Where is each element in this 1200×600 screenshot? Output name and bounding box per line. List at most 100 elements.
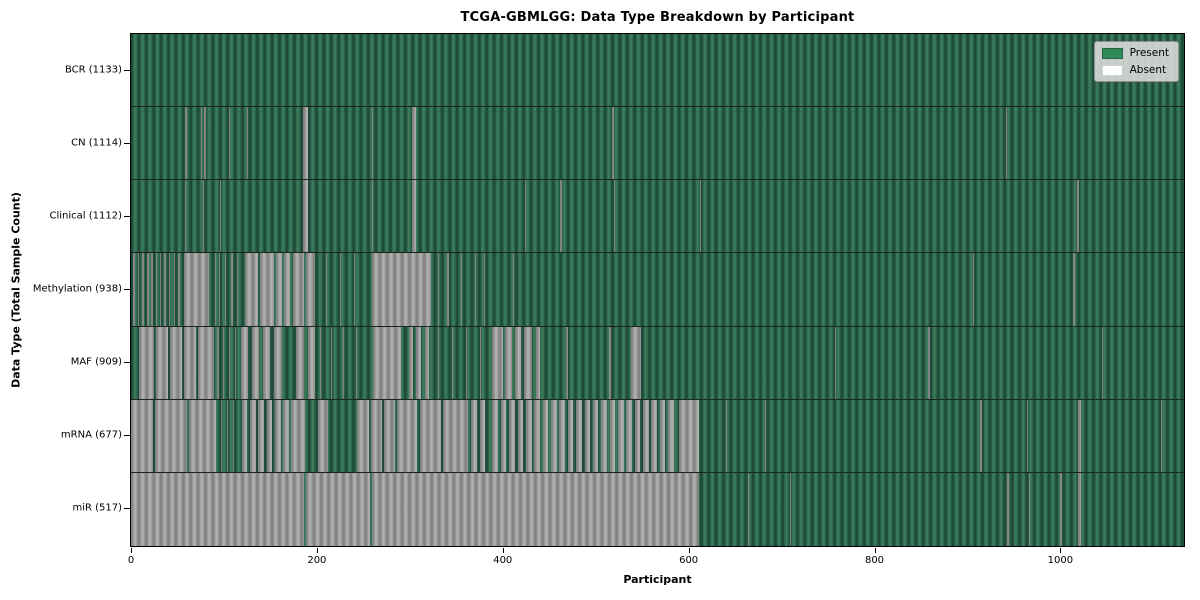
absent-segment <box>275 253 282 326</box>
absent-segment <box>437 253 439 326</box>
absent-segment <box>609 399 616 472</box>
chart-title: TCGA-GBMLGG: Data Type Breakdown by Part… <box>460 10 855 25</box>
x-tick-mark <box>874 548 876 553</box>
absent-segment <box>183 253 210 326</box>
absent-segment <box>491 326 503 399</box>
absent-segment <box>169 253 171 326</box>
y-tick-mark <box>124 69 130 71</box>
absent-segment <box>326 253 328 326</box>
absent-segment <box>330 326 332 399</box>
absent-segment <box>514 326 522 399</box>
x-tick-mark <box>688 548 690 553</box>
absent-segment <box>504 326 513 399</box>
absent-segment <box>292 253 304 326</box>
absent-segment <box>443 399 469 472</box>
legend-item-present: Present <box>1101 47 1169 59</box>
absent-segment <box>659 399 666 472</box>
absent-segment <box>679 399 699 472</box>
absent-segment <box>411 107 417 180</box>
absent-segment <box>249 399 256 472</box>
absent-segment <box>479 326 481 399</box>
y-tick-mark <box>124 508 130 510</box>
absent-segment <box>245 253 259 326</box>
absent-segment <box>156 253 158 326</box>
absent-segment <box>725 399 727 472</box>
absent-segment <box>258 399 264 472</box>
absent-segment <box>296 326 304 399</box>
absent-segment <box>560 180 562 253</box>
absent-segment <box>236 253 239 326</box>
absent-segment <box>491 399 499 472</box>
legend-item-absent: Absent <box>1101 64 1169 76</box>
absent-segment <box>371 472 699 546</box>
absent-segment <box>221 399 223 472</box>
absent-segment <box>370 399 382 472</box>
x-tick-label-0: 0 <box>127 555 135 566</box>
row-Clinical <box>131 180 1184 254</box>
absent-segment <box>302 107 308 180</box>
x-tick-label-1000: 1000 <box>1047 555 1074 566</box>
absent-segment <box>235 326 237 399</box>
legend-swatch-absent-icon <box>1101 64 1123 76</box>
absent-segment <box>317 399 329 472</box>
absent-segment <box>592 399 599 472</box>
absent-segment <box>608 326 611 399</box>
absent-segment <box>219 253 221 326</box>
absent-segment <box>446 253 449 326</box>
absent-segment <box>146 253 149 326</box>
absent-segment <box>525 180 527 253</box>
y-tick-label-mRNA: mRNA (677) <box>60 429 122 441</box>
absent-segment <box>371 107 373 180</box>
absent-segment <box>509 399 515 472</box>
absent-segment <box>340 253 342 326</box>
absent-segment <box>524 326 533 399</box>
absent-segment <box>451 326 453 399</box>
absent-segment <box>559 399 565 472</box>
absent-segment <box>233 399 235 472</box>
absent-segment <box>372 326 401 399</box>
absent-segment <box>251 326 260 399</box>
absent-segment <box>214 253 216 326</box>
x-tick-mark <box>316 548 318 553</box>
absent-segment <box>618 399 624 472</box>
absent-segment <box>484 253 486 326</box>
absent-segment <box>748 472 750 546</box>
absent-segment <box>247 107 249 180</box>
absent-segment <box>437 326 439 399</box>
absent-segment <box>188 399 217 472</box>
absent-segment <box>643 399 649 472</box>
y-tick-label-MAF: MAF (909) <box>70 356 122 368</box>
absent-segment <box>220 180 222 253</box>
absent-segment <box>262 326 271 399</box>
absent-segment <box>471 399 477 472</box>
row-miR <box>131 472 1184 546</box>
absent-segment <box>1026 399 1029 472</box>
absent-segment <box>170 326 183 399</box>
absent-segment <box>424 326 430 399</box>
absent-segment <box>283 399 289 472</box>
absent-segment <box>355 326 358 399</box>
absent-segment <box>184 107 187 180</box>
absent-segment <box>228 326 231 399</box>
absent-segment <box>224 253 227 326</box>
absent-segment <box>131 399 154 472</box>
absent-segment <box>307 326 315 399</box>
absent-segment <box>354 253 356 326</box>
absent-segment <box>567 399 574 472</box>
absent-segment <box>173 253 175 326</box>
y-tick-label-CN: CN (1114) <box>71 137 122 149</box>
absent-segment <box>408 326 413 399</box>
absent-segment <box>1078 399 1081 472</box>
absent-segment <box>834 326 836 399</box>
absent-segment <box>460 253 463 326</box>
absent-segment <box>178 253 180 326</box>
absent-segment <box>973 253 975 326</box>
row-mRNA <box>131 399 1184 473</box>
absent-segment <box>517 399 524 472</box>
absent-segment <box>132 253 135 326</box>
absent-segment <box>319 326 321 399</box>
absent-segment <box>260 253 275 326</box>
absent-segment <box>668 399 674 472</box>
x-tick-label-600: 600 <box>679 555 699 566</box>
